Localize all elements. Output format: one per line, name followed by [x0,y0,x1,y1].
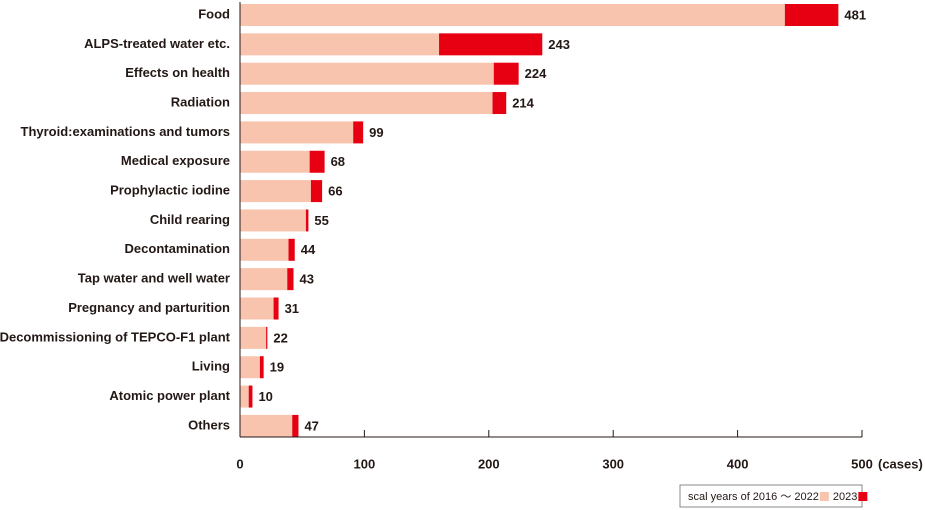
bar-segment [266,326,268,349]
data-label: 10 [258,389,272,404]
x-tick-label: 400 [727,456,749,471]
x-axis-unit: (cases) [878,456,923,471]
bar-segment [287,268,294,291]
data-label: 44 [301,242,316,257]
y-tick-label: Food [198,6,230,21]
bar-segment [240,414,293,437]
data-label: 214 [512,95,534,110]
bar-segment [240,180,311,203]
bar-segment [240,62,494,85]
bar-segment [310,180,323,203]
bar-segment [240,209,306,232]
y-tick-label: Living [192,359,230,374]
x-tick-label: 100 [354,456,376,471]
bar-segment [240,297,274,320]
bar-segment [240,92,493,115]
bar-segment [492,92,507,115]
bar-segment [240,33,440,56]
data-label: 224 [525,66,547,81]
y-tick-label: Medical exposure [121,153,230,168]
legend-swatch [819,492,829,501]
y-tick-label: Tap water and well water [78,271,230,286]
x-tick-label: 200 [478,456,500,471]
y-tick-label: Child rearing [150,212,230,227]
y-tick-label: Thyroid:examinations and tumors [21,124,230,139]
bar-segment [240,268,288,291]
data-label: 31 [285,301,299,316]
bar-segment [240,121,354,144]
data-label: 68 [331,154,345,169]
y-tick-label: Pregnancy and parturition [68,300,230,315]
bar-segment [273,297,279,320]
y-tick-label: Decontamination [125,241,231,256]
bar-segment [240,356,260,379]
bar-segment [240,385,249,408]
y-tick-label: ALPS-treated water etc. [84,36,230,51]
bar-segment [353,121,364,144]
bar-segment [248,385,253,408]
legend-swatch [858,492,868,501]
data-label: 43 [299,272,313,287]
y-tick-label: Radiation [171,94,230,109]
bar-segment [240,238,289,261]
bar-segment [309,150,325,173]
legend-label: scal years of 2016 ～ 2022 [688,491,819,503]
bar-segment [439,33,543,56]
bar-segment [240,4,785,26]
bar-segment [493,62,519,85]
bar-segment [240,326,267,349]
bar-segment [288,238,295,261]
data-label: 99 [369,125,383,140]
data-label: 55 [314,213,328,228]
bar-segment [784,4,839,26]
bar-segment [240,150,310,173]
data-label: 47 [304,418,318,433]
data-label: 481 [844,7,866,22]
x-tick-label: 300 [602,456,624,471]
y-tick-label: Atomic power plant [109,388,230,403]
y-tick-label: Prophylactic iodine [110,183,230,198]
bar-segment [259,356,264,379]
y-tick-label: Effects on health [125,65,230,80]
data-label: 66 [328,184,342,199]
legend-label: 2023 [833,491,857,503]
data-label: 19 [270,360,284,375]
data-label: 22 [273,330,287,345]
x-tick-label: 0 [236,456,243,471]
x-tick-label: 500 [851,456,873,471]
bar-segment [305,209,309,232]
y-tick-label: Decommissioning of TEPCO-F1 plant [0,329,231,344]
data-label: 243 [548,37,570,52]
y-tick-label: Others [188,417,230,432]
bar-segment [292,414,299,437]
